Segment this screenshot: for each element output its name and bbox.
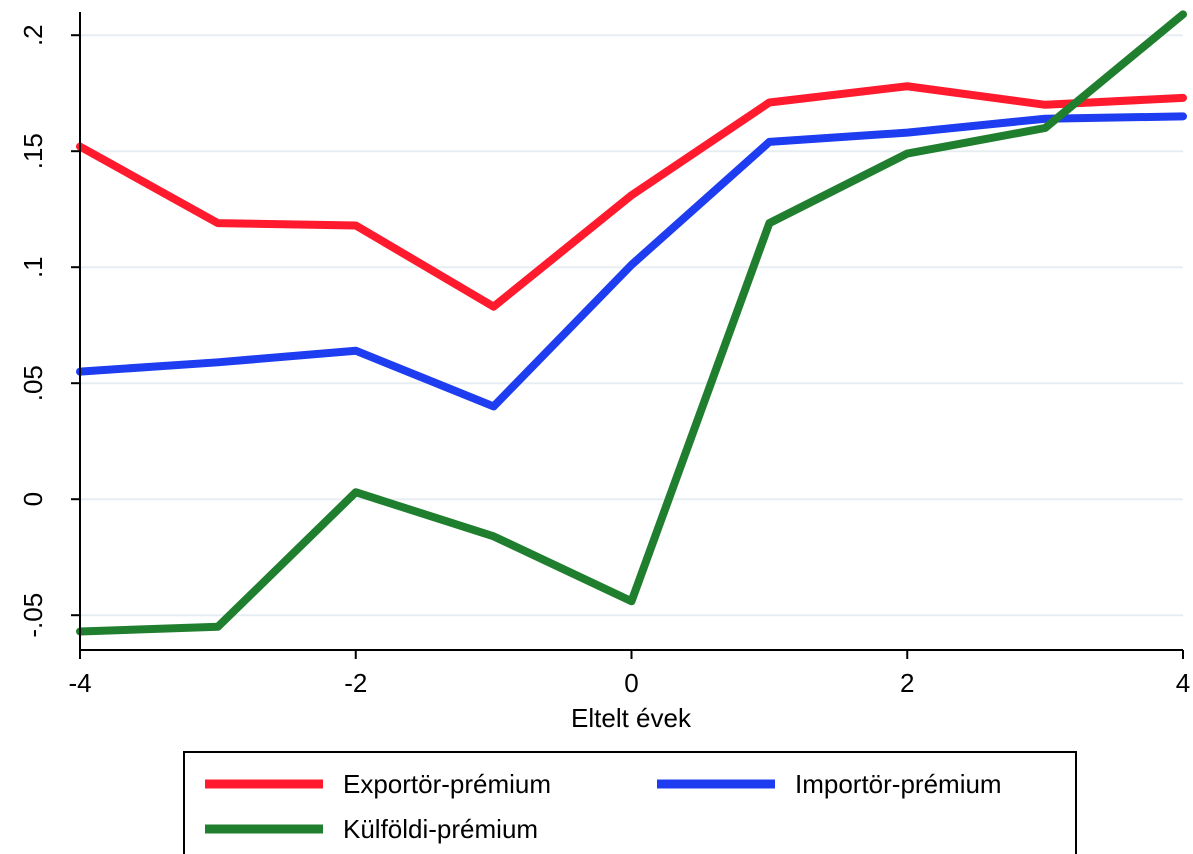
x-tick-label: 4 [1176, 668, 1190, 698]
legend: Exportör-prémium Importör-prémium Külföldi… [183, 751, 1077, 854]
y-tick-label: .15 [18, 133, 48, 169]
y-tick-label: -.05 [18, 593, 48, 638]
x-tick-label: 0 [624, 668, 638, 698]
series-line-k-lf-ldi-pr-mium [76, 10, 1187, 636]
y-tick-label: .1 [18, 256, 48, 278]
series-line-export-r-pr-mium [76, 82, 1187, 311]
legend-label: Külföldi-prémium [343, 814, 538, 844]
x-tick-label: 2 [900, 668, 914, 698]
series-line-import-r-pr-mium [76, 112, 1187, 411]
y-tick-label: .2 [18, 24, 48, 46]
legend-label: Exportör-prémium [343, 769, 551, 799]
x-tick-label: -4 [68, 668, 91, 698]
y-tick-label: 0 [18, 492, 48, 506]
axes: -.05 0 .05 .1 .15 .2 -4 -2 0 2 4 [18, 12, 1190, 698]
legend-label: Importör-prémium [795, 769, 1002, 799]
series-lines [76, 10, 1187, 636]
x-tick-label: -2 [344, 668, 367, 698]
y-tick-label: .05 [18, 365, 48, 401]
legend-box [183, 751, 1077, 854]
x-axis-title: Eltelt évek [571, 703, 692, 733]
